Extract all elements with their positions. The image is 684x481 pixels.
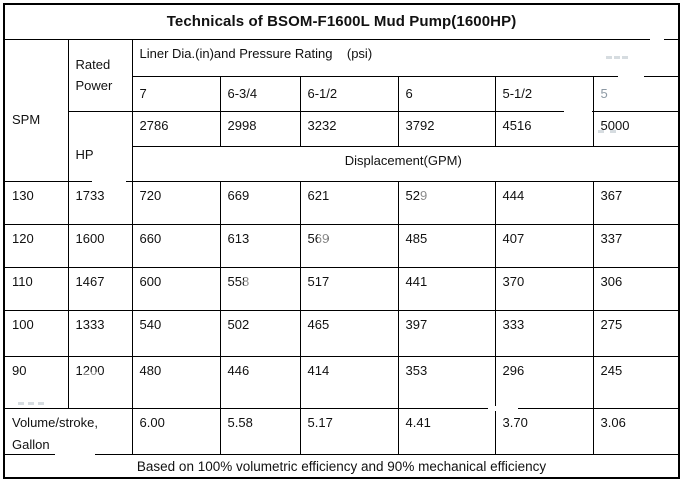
volume-label-line1: Volume/stroke, [12,414,98,430]
pressure-rating-cell: 5000 [592,110,680,147]
data-cell: 517 [299,266,399,311]
data-cell: 502 [219,309,301,357]
header-row-pressures: HP 2786 2998 3232 3792 4516 5000 [4,110,680,182]
data-cell: 444 [494,180,594,225]
data-cell: 306 [592,266,680,311]
volume-label-cell: Volume/stroke, Gallon [3,407,133,455]
liner-pressure-header-cell: Liner Dia.(in)and Pressure Rating (psi) [131,38,680,77]
data-cell: 296 [494,355,594,409]
volume-row: Volume/stroke, Gallon 6.00 5.58 5.17 4.4… [3,407,680,455]
volume-value-cell: 5.58 [219,407,301,455]
pressure-rating-cell: 2998 [219,110,301,147]
footer-note: Based on 100% volumetric efficiency and … [3,453,680,479]
data-cell: 660 [131,223,221,268]
liner-size-cell: 5 [592,75,680,112]
liner-size-cell: 6 [397,75,496,112]
hp-header-cell: HP [67,110,133,182]
data-cell: 480 [131,355,221,409]
pressure-rating-cell: 2786 [131,110,221,147]
hp-value-cell: 1600 [67,223,133,268]
data-cell: 441 [397,266,496,311]
spm-value-cell: 110 [3,266,69,311]
data-cell: 333 [494,309,594,357]
hp-value-cell: 1200 [67,355,133,409]
liner-size-cell: 7 [131,75,221,112]
spm-value-cell: 120 [3,223,69,268]
title-row: Technicals of BSOM-F1600L Mud Pump(1600H… [3,3,680,40]
volume-value-cell: 5.17 [299,407,399,455]
table-row: 130 1733 720 669 621 529 444 367 [3,180,680,225]
volume-value-cell: 3.06 [592,407,680,455]
header-row-liner: SPM Rated Power Liner Dia.(in)and Pressu… [3,38,680,182]
hp-value-cell: 1467 [67,266,133,311]
page-title: Technicals of BSOM-F1600L Mud Pump(1600H… [3,3,680,40]
data-cell: 407 [494,223,594,268]
data-cell: 245 [592,355,680,409]
liner-size-cell: 5-1/2 [494,75,594,112]
volume-value-cell: 3.70 [494,407,594,455]
data-cell: 669 [219,180,301,225]
spm-value-cell: 90 [3,355,69,409]
data-cell: 397 [397,309,496,357]
data-cell: 465 [299,309,399,357]
table-row: 120 1600 660 613 569 485 407 337 [3,223,680,268]
spm-value-cell: 100 [3,309,69,357]
data-cell: 337 [592,223,680,268]
data-cell: 367 [592,180,680,225]
data-cell: 613 [219,223,301,268]
table-row: 110 1467 600 558 517 441 370 306 [3,266,680,311]
header-row-sizes: 7 6-3/4 6-1/2 6 5-1/2 5 [4,75,680,112]
data-cell: 370 [494,266,594,311]
rated-power-header-cell: Rated Power [67,38,133,112]
spm-header-cell: SPM [3,38,69,182]
footer-row: Based on 100% volumetric efficiency and … [3,453,680,479]
spec-table: Technicals of BSOM-F1600L Mud Pump(1600H… [3,3,681,479]
data-cell: 414 [299,355,399,409]
table-row: 100 1333 540 502 465 397 333 275 [3,309,680,357]
spm-value-cell: 130 [3,180,69,225]
displacement-header-cell: Displacement(GPM) [131,145,680,182]
data-cell: 446 [219,355,301,409]
data-cell: 353 [397,355,496,409]
data-cell: 485 [397,223,496,268]
hp-value-cell: 1333 [67,309,133,357]
volume-value-cell: 6.00 [131,407,221,455]
data-cell: 569 [299,223,399,268]
pressure-rating-cell: 3232 [299,110,399,147]
data-cell: 558 [219,266,301,311]
liner-size-cell: 6-3/4 [219,75,301,112]
pressure-rating-cell: 4516 [494,110,594,147]
data-cell: 720 [131,180,221,225]
data-cell: 540 [131,309,221,357]
data-cell: 600 [131,266,221,311]
volume-label-line2: Gallon [12,436,50,452]
liner-size-cell: 6-1/2 [299,75,399,112]
table-row: 90 1200 480 446 414 353 296 245 [3,355,680,409]
data-cell: 529 [397,180,496,225]
data-cell: 275 [592,309,680,357]
header-row-displacement: Displacement(GPM) [4,145,680,182]
data-cell: 621 [299,180,399,225]
hp-value-cell: 1733 [67,180,133,225]
volume-value-cell: 4.41 [397,407,496,455]
pressure-rating-cell: 3792 [397,110,496,147]
